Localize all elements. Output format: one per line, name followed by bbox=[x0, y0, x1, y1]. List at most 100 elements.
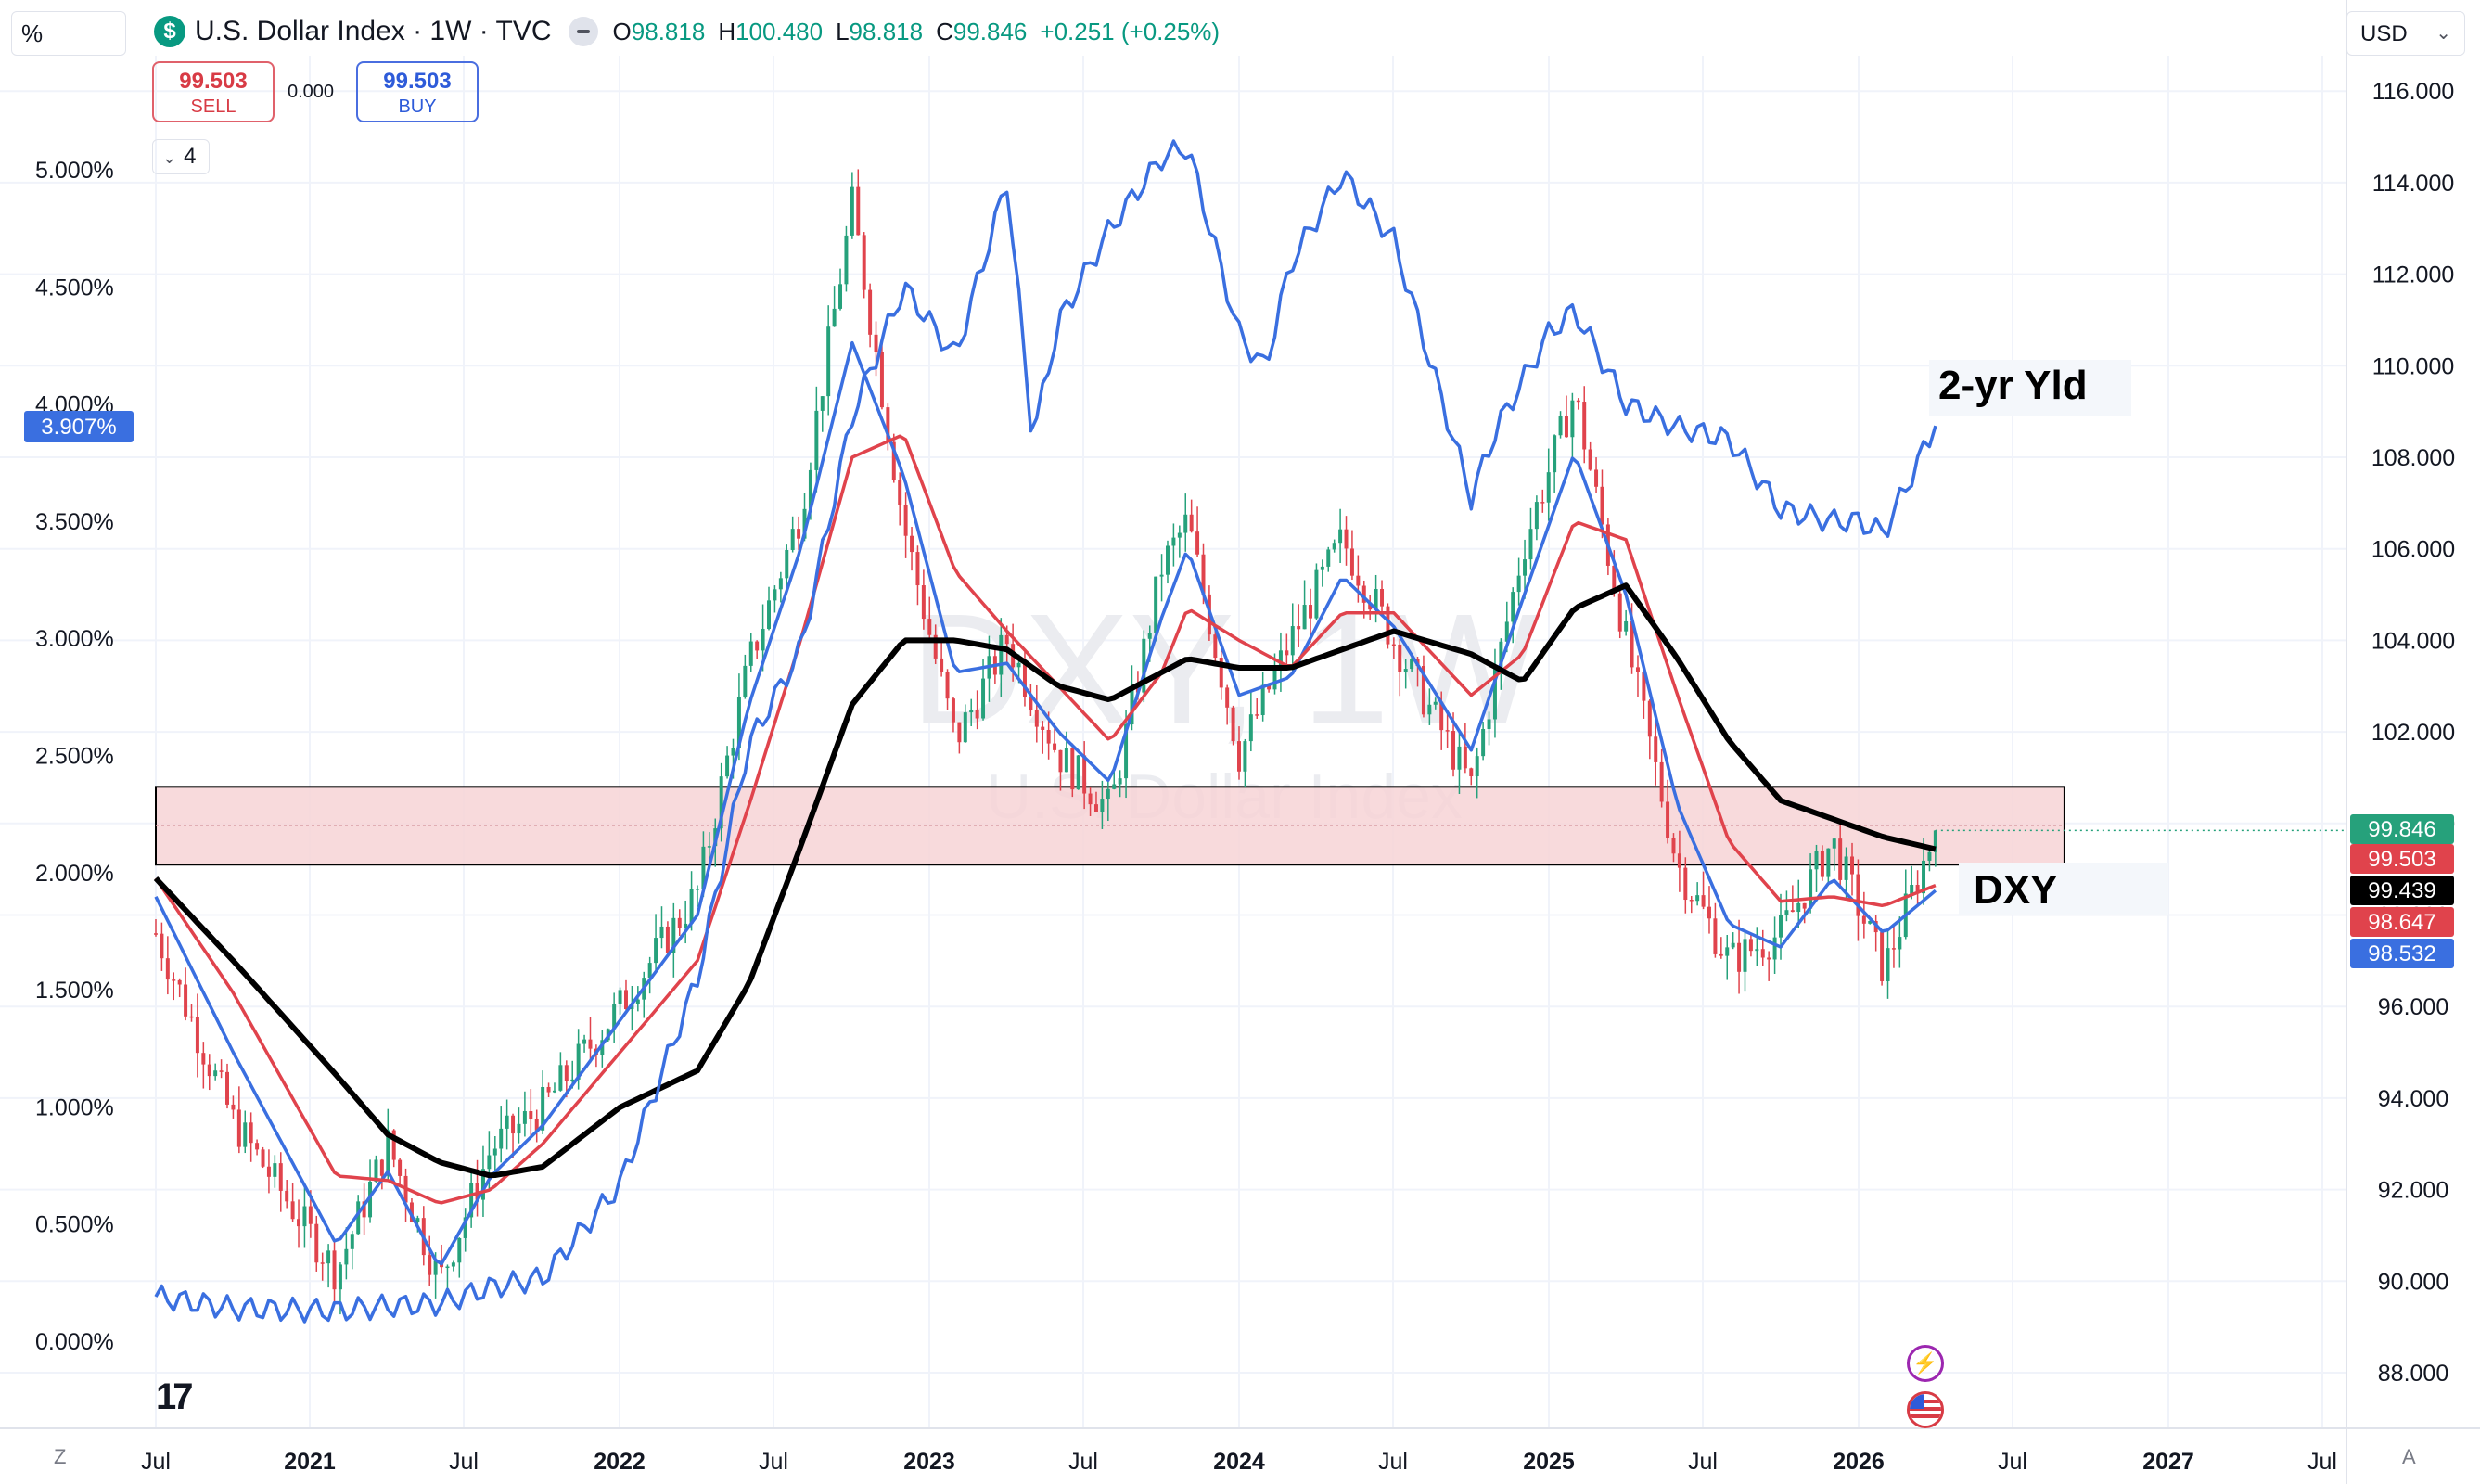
candle-body bbox=[1219, 658, 1223, 688]
time-axis-tick-label: 2027 bbox=[2142, 1449, 2194, 1475]
tradingview-logo-icon[interactable]: 17 bbox=[156, 1376, 193, 1417]
right-axis-tick-label: 94.000 bbox=[2378, 1086, 2448, 1112]
time-axis-tick-label: 2021 bbox=[284, 1449, 336, 1475]
candle-body bbox=[1516, 575, 1521, 593]
candle-body bbox=[1570, 400, 1575, 438]
series-line-ma-mid bbox=[154, 434, 1937, 1205]
candle-body bbox=[236, 1109, 241, 1147]
scale-mode-label: % bbox=[21, 19, 44, 47]
symbol-title: U.S. Dollar Index · 1W · TVC bbox=[195, 16, 552, 46]
time-axis-tick-label: 2025 bbox=[1523, 1449, 1575, 1475]
candle-body bbox=[826, 326, 831, 397]
candle-body bbox=[725, 755, 730, 777]
candle-body bbox=[790, 529, 795, 550]
candle-body bbox=[665, 926, 670, 953]
candle-body bbox=[844, 235, 849, 285]
candle-body bbox=[1511, 592, 1515, 622]
time-axis-tick-label: Jul bbox=[141, 1449, 171, 1475]
candle-body bbox=[505, 1115, 509, 1129]
currency-button[interactable]: USD ⌄ bbox=[2346, 11, 2465, 56]
candle-body bbox=[1100, 799, 1105, 812]
indicators-toggle-button[interactable]: ⌄ 4 bbox=[152, 139, 210, 174]
candle-body bbox=[1922, 860, 1926, 894]
candle-body bbox=[184, 984, 188, 1017]
candle-body bbox=[647, 963, 652, 979]
candle-body bbox=[1826, 848, 1831, 877]
candle-body bbox=[1802, 902, 1807, 909]
candle-body bbox=[707, 846, 711, 848]
candle-body bbox=[1314, 569, 1319, 619]
candle-body bbox=[338, 1264, 342, 1290]
scale-mode-button[interactable]: % bbox=[11, 11, 126, 56]
candle-body bbox=[1290, 626, 1295, 656]
right-axis-tick-label: 102.000 bbox=[2371, 720, 2455, 746]
symbol-legend[interactable]: $ U.S. Dollar Index · 1W · TVC O98.818 H… bbox=[154, 13, 1220, 50]
candle-body bbox=[1534, 502, 1539, 530]
candle-body bbox=[1487, 719, 1491, 730]
candle-body bbox=[1201, 554, 1206, 595]
sell-price: 99.503 bbox=[179, 69, 248, 94]
candle-body bbox=[659, 926, 664, 939]
candle-body bbox=[689, 889, 694, 924]
candle-body bbox=[1093, 804, 1098, 812]
time-axis-tick-label: Jul bbox=[1378, 1449, 1408, 1475]
candle-body bbox=[1022, 662, 1027, 697]
candle-body bbox=[1856, 874, 1860, 916]
market-status-icon[interactable] bbox=[568, 17, 598, 46]
candle-body bbox=[511, 1115, 516, 1134]
candle-body bbox=[1725, 947, 1730, 956]
ohlc-close: C99.846 bbox=[936, 17, 1028, 45]
candle-body bbox=[1784, 910, 1789, 915]
candle-body bbox=[189, 1016, 194, 1018]
candle-body bbox=[820, 396, 825, 411]
candle-body bbox=[451, 1262, 455, 1267]
annotation-dxy: DXY bbox=[1974, 867, 2057, 913]
candle-body bbox=[225, 1071, 230, 1105]
candle-body bbox=[582, 1039, 587, 1044]
candle-body bbox=[1349, 548, 1354, 576]
sell-button[interactable]: 99.503 SELL bbox=[152, 61, 275, 122]
candle-body bbox=[1171, 537, 1176, 546]
candle-body bbox=[1338, 529, 1343, 544]
candle-body bbox=[266, 1166, 271, 1177]
buy-button[interactable]: 99.503 BUY bbox=[356, 61, 479, 122]
right-axis-tick-label: 116.000 bbox=[2372, 79, 2455, 105]
candle-body bbox=[1523, 559, 1528, 576]
zoom-button[interactable]: Z bbox=[54, 1445, 67, 1468]
buy-price: 99.503 bbox=[383, 69, 452, 94]
chevron-down-icon: ⌄ bbox=[2435, 23, 2451, 44]
candle-body bbox=[1713, 918, 1718, 954]
candle-body bbox=[534, 1119, 539, 1131]
candle-body bbox=[1041, 726, 1045, 731]
candle-body bbox=[915, 552, 920, 586]
candle-body bbox=[1612, 565, 1617, 594]
candle-body bbox=[862, 235, 866, 290]
candle-body bbox=[1053, 743, 1057, 750]
candle-body bbox=[219, 1070, 224, 1072]
candle-body bbox=[832, 308, 837, 327]
candle-body bbox=[469, 1183, 474, 1218]
candle-body bbox=[1642, 672, 1646, 701]
candle-body bbox=[1016, 662, 1021, 668]
us-flag-icon[interactable] bbox=[1907, 1391, 1944, 1428]
candle-body bbox=[552, 1090, 556, 1093]
candle-body bbox=[1064, 748, 1068, 773]
candle-body bbox=[255, 1143, 260, 1150]
candle-body bbox=[1767, 957, 1771, 960]
candle-body bbox=[261, 1149, 265, 1167]
candle-body bbox=[1147, 633, 1152, 639]
series-line-2-yr-yld bbox=[154, 139, 1937, 1324]
right-axis-tick-label: 106.000 bbox=[2371, 537, 2455, 563]
candle-body bbox=[1469, 768, 1474, 777]
candle-body bbox=[1248, 714, 1253, 742]
candle-body bbox=[326, 1250, 331, 1264]
time-axis-tick-label: 2022 bbox=[594, 1449, 646, 1475]
candle-body bbox=[480, 1169, 485, 1200]
candle-body bbox=[1796, 902, 1801, 913]
lightning-icon[interactable]: ⚡ bbox=[1907, 1345, 1944, 1382]
auto-scale-button[interactable]: A bbox=[2402, 1445, 2416, 1468]
candle-body bbox=[1790, 910, 1795, 913]
candle-body bbox=[1130, 687, 1134, 725]
candle-body bbox=[945, 672, 950, 699]
